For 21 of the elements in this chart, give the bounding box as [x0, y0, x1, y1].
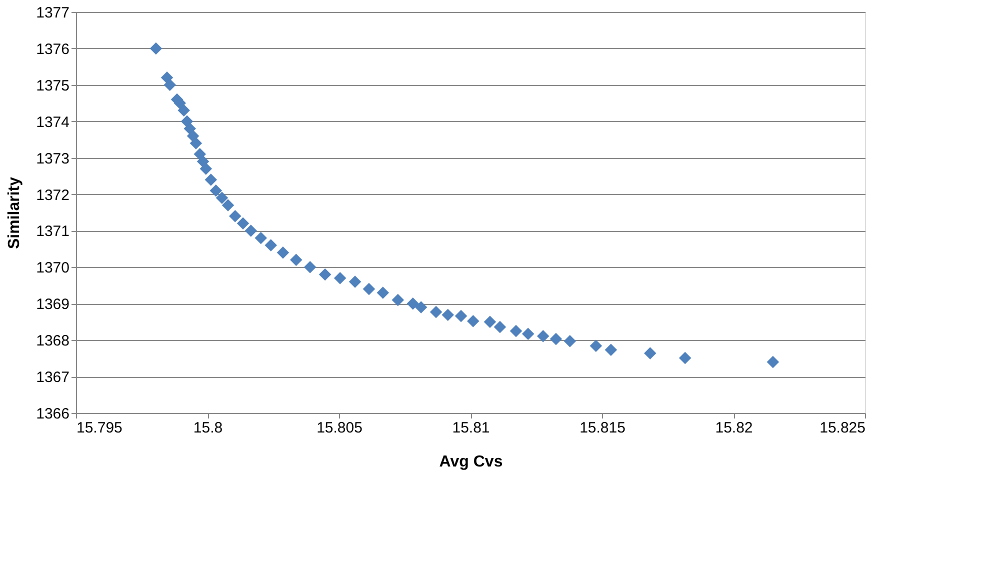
y-tick-label: 1367: [36, 369, 70, 386]
x-axis-title: Avg Cvs: [439, 454, 503, 470]
y-axis-title: Similarity: [6, 176, 24, 250]
y-tick-label: 1366: [36, 406, 70, 422]
y-tick-label: 1375: [36, 77, 70, 94]
x-tick-label: 15.805: [316, 420, 362, 436]
x-tick-label: 15.815: [580, 420, 626, 436]
x-tick-label: 15.82: [715, 420, 753, 436]
x-tick-label: 15.795: [76, 420, 122, 436]
y-tick-label: 1369: [36, 296, 70, 314]
y-tick-label: 1370: [36, 260, 70, 277]
x-tick-label: 15.825: [820, 420, 866, 436]
x-tick-label: 15.81: [452, 420, 490, 436]
y-tick-label: 1376: [36, 40, 70, 58]
y-tick-label: 1373: [36, 150, 70, 168]
x-tick-label: 15.8: [193, 420, 223, 436]
y-tick-label: 1377: [36, 4, 70, 22]
y-tick-label: 1368: [36, 332, 70, 350]
y-tick-label: 1374: [36, 114, 70, 131]
y-tick-label: 1371: [36, 223, 70, 240]
y-tick-label: 1372: [36, 186, 70, 204]
